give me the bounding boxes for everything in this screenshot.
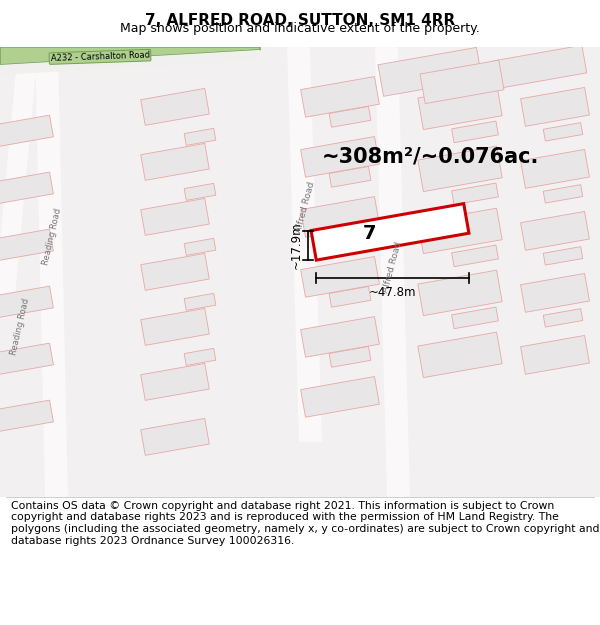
Polygon shape [378,48,482,96]
Polygon shape [141,198,209,236]
Text: Reading Road: Reading Road [41,208,63,266]
Polygon shape [375,47,410,497]
Polygon shape [418,270,502,316]
Polygon shape [452,245,499,267]
Text: Contains OS data © Crown copyright and database right 2021. This information is : Contains OS data © Crown copyright and d… [11,501,599,546]
Polygon shape [329,286,371,308]
Polygon shape [301,377,379,417]
Polygon shape [521,149,589,188]
Polygon shape [521,211,589,250]
Polygon shape [184,348,216,366]
Polygon shape [141,308,209,346]
Polygon shape [418,208,502,254]
Text: A232 - Carshalton Road: A232 - Carshalton Road [50,51,149,63]
Polygon shape [301,257,379,297]
Polygon shape [184,293,216,311]
Polygon shape [301,317,379,357]
Polygon shape [452,183,499,204]
Polygon shape [0,47,38,297]
Polygon shape [0,343,53,377]
Polygon shape [543,247,583,265]
Polygon shape [311,204,469,260]
Polygon shape [329,166,371,188]
Polygon shape [0,47,600,497]
Polygon shape [0,172,53,206]
Polygon shape [543,309,583,327]
Polygon shape [141,253,209,291]
Text: Reading Road: Reading Road [9,298,31,356]
Text: ~308m²/~0.076ac.: ~308m²/~0.076ac. [322,147,539,167]
Polygon shape [0,47,260,65]
Polygon shape [543,122,583,141]
Polygon shape [301,77,379,117]
Polygon shape [418,332,502,378]
Polygon shape [0,286,53,319]
Polygon shape [493,45,587,89]
Polygon shape [184,238,216,256]
Polygon shape [418,84,502,129]
Polygon shape [0,115,53,149]
Polygon shape [329,346,371,368]
Polygon shape [301,197,379,237]
Polygon shape [418,146,502,192]
Polygon shape [141,363,209,401]
Polygon shape [184,183,216,201]
Polygon shape [301,137,379,177]
Polygon shape [141,143,209,181]
Polygon shape [521,274,589,312]
Polygon shape [141,88,209,126]
Polygon shape [420,60,504,104]
Polygon shape [287,47,322,442]
Polygon shape [141,418,209,456]
Text: ~17.9m: ~17.9m [290,221,303,269]
Polygon shape [184,128,216,146]
Text: ~47.8m: ~47.8m [369,286,416,299]
Polygon shape [521,88,589,126]
Polygon shape [0,400,53,434]
Polygon shape [0,229,53,262]
Text: 7: 7 [363,224,377,243]
Polygon shape [452,307,499,329]
Polygon shape [329,106,371,128]
Polygon shape [521,336,589,374]
Polygon shape [329,226,371,248]
Text: Map shows position and indicative extent of the property.: Map shows position and indicative extent… [120,22,480,35]
Polygon shape [452,121,499,142]
Text: Alfred Road: Alfred Road [294,181,316,233]
Polygon shape [543,184,583,203]
Text: Alfred Road: Alfred Road [381,241,403,293]
Polygon shape [0,50,260,75]
Polygon shape [35,47,68,497]
Text: 7, ALFRED ROAD, SUTTON, SM1 4RR: 7, ALFRED ROAD, SUTTON, SM1 4RR [145,13,455,28]
